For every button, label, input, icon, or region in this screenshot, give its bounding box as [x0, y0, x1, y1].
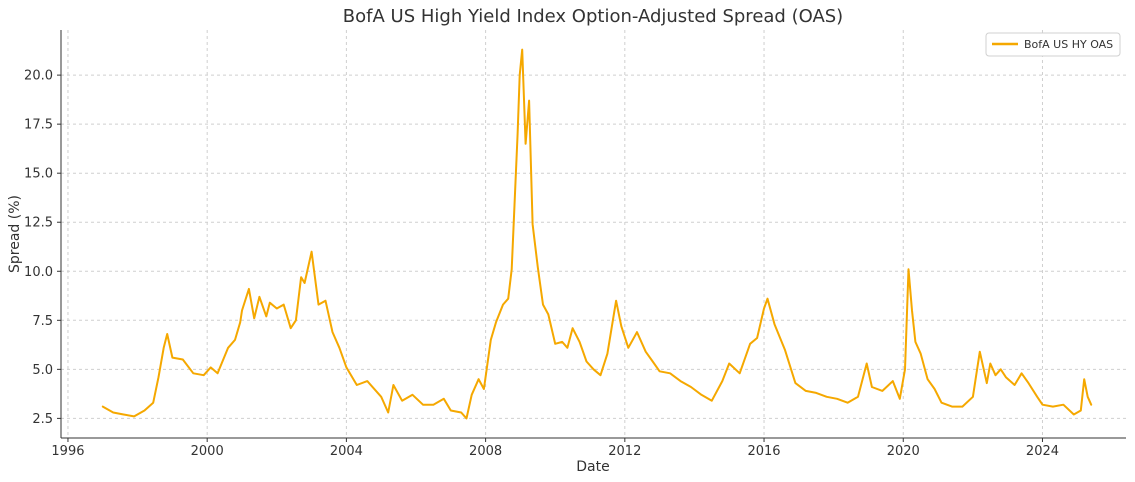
legend: BofA US HY OAS [985, 32, 1121, 57]
x-tick-label: 1996 [51, 444, 84, 459]
y-tick-label: 20.0 [24, 69, 53, 84]
x-axis-ticks: 1996 2000 2004 2008 2012 2016 2020 2024 [51, 438, 1059, 459]
x-tick-label: 2016 [747, 444, 780, 459]
x-tick-label: 2004 [330, 444, 363, 459]
x-tick-label: 2012 [608, 444, 641, 459]
y-axis-ticks: 2.5 5.0 7.5 10.0 12.5 15.0 17.5 20.0 [24, 69, 61, 427]
y-tick-label: 12.5 [24, 216, 53, 231]
y-tick-label: 7.5 [32, 314, 53, 329]
series-layer [101, 48, 1093, 420]
series-line [101, 48, 1093, 420]
y-tick-label: 2.5 [32, 412, 53, 427]
grid [61, 30, 1126, 438]
y-tick-label: 15.0 [24, 167, 53, 182]
y-axis-label: Spread (%) [7, 195, 23, 273]
y-tick-label: 10.0 [24, 265, 53, 280]
legend-box [985, 32, 1121, 57]
x-axis-label: Date [576, 459, 609, 475]
chart-title: BofA US High Yield Index Option-Adjusted… [343, 6, 843, 27]
x-tick-label: 2008 [469, 444, 502, 459]
y-tick-label: 17.5 [24, 118, 53, 133]
x-tick-label: 2000 [191, 444, 224, 459]
x-tick-label: 2024 [1026, 444, 1059, 459]
legend-label: BofA US HY OAS [1024, 38, 1113, 51]
x-tick-label: 2020 [887, 444, 920, 459]
y-tick-label: 5.0 [32, 363, 53, 378]
